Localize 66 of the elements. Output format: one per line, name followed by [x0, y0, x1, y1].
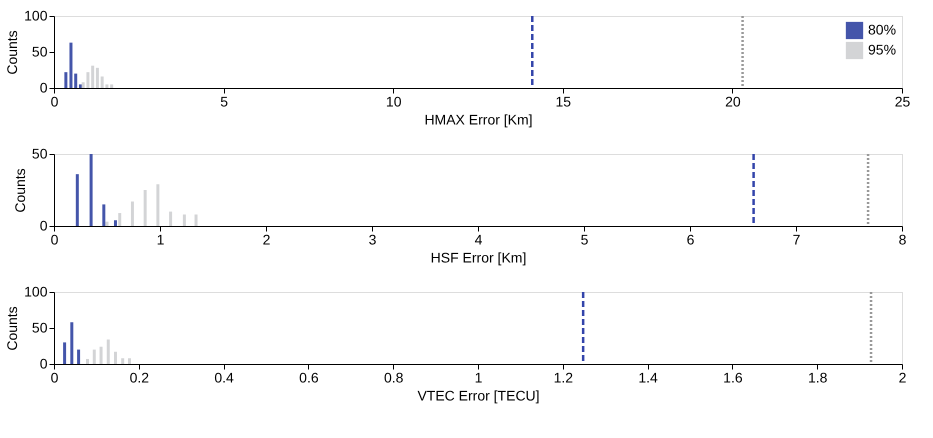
bar — [169, 212, 172, 226]
x-tick-label: 0.6 — [299, 370, 319, 386]
y-axis-title: Counts — [4, 306, 20, 351]
x-tick-label: 2 — [898, 370, 907, 386]
bar — [76, 174, 79, 226]
x-axis-title: HMAX Error [Km] — [424, 112, 533, 128]
x-tick-label: 25 — [894, 94, 910, 110]
x-tick-label: 0.8 — [384, 370, 404, 386]
x-tick-label: 7 — [792, 232, 801, 248]
x-tick-label: 0 — [50, 232, 59, 248]
x-axis-title: HSF Error [Km] — [430, 250, 526, 266]
bar — [106, 340, 110, 364]
x-tick-label: 4 — [474, 232, 483, 248]
x-tick-label: 2 — [262, 232, 271, 248]
x-tick-label: 1.2 — [554, 370, 574, 386]
x-tick-label: 0 — [50, 370, 59, 386]
legend-label: 95% — [868, 42, 896, 58]
x-tick-label: 1.8 — [808, 370, 828, 386]
bar — [128, 358, 131, 364]
bar — [92, 350, 96, 364]
x-tick-label: 1.6 — [723, 370, 743, 386]
x-tick-label: 6 — [686, 232, 695, 248]
bar — [114, 220, 117, 226]
x-tick-label: 15 — [556, 94, 572, 110]
bar — [100, 346, 103, 364]
y-tick-label: 50 — [32, 146, 48, 162]
x-tick-label: 0.4 — [214, 370, 234, 386]
bar — [144, 190, 147, 226]
bar — [63, 342, 66, 364]
bar — [82, 82, 85, 88]
y-tick-label: 0 — [40, 218, 48, 234]
y-tick-label: 50 — [32, 44, 48, 60]
bar — [182, 214, 186, 226]
x-tick-label: 5 — [220, 94, 228, 110]
y-axis-title: Counts — [12, 168, 28, 213]
y-tick-label: 0 — [40, 80, 48, 96]
y-tick-label: 50 — [32, 320, 48, 336]
bar — [102, 204, 106, 226]
x-tick-label: 1 — [474, 370, 483, 386]
bar — [77, 350, 80, 364]
y-tick-label: 100 — [24, 8, 48, 24]
bar — [86, 358, 89, 364]
x-tick-label: 8 — [898, 232, 907, 248]
bar — [121, 358, 124, 364]
bar — [106, 222, 108, 226]
x-tick-label: 20 — [725, 94, 741, 110]
legend-label: 80% — [868, 22, 896, 38]
bar — [130, 202, 134, 226]
y-tick-label: 100 — [24, 284, 48, 300]
x-tick-label: 10 — [386, 94, 402, 110]
bar — [64, 72, 68, 88]
x-tick-label: 0 — [50, 94, 59, 110]
y-axis-title: Counts — [4, 30, 20, 75]
bar — [90, 154, 93, 226]
y-tick-label: 0 — [40, 356, 48, 372]
x-tick-label: 3 — [368, 232, 377, 248]
bar — [118, 213, 122, 226]
bar — [114, 352, 117, 364]
x-tick-label: 0.2 — [130, 370, 150, 386]
x-tick-label: 1.4 — [638, 370, 658, 386]
bar — [194, 214, 198, 226]
x-tick-label: 1 — [156, 232, 165, 248]
bar — [70, 322, 74, 364]
x-axis-title: VTEC Error [TECU] — [417, 388, 540, 404]
x-tick-label: 5 — [580, 232, 589, 248]
bar — [156, 184, 160, 226]
